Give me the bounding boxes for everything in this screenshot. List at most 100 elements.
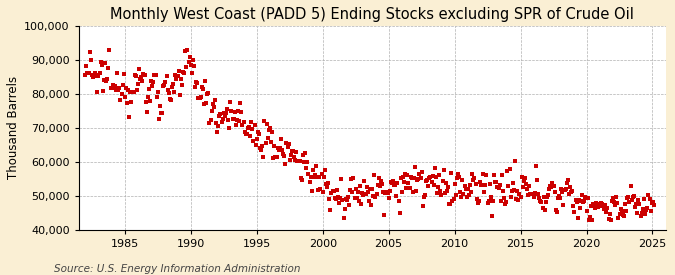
- Point: [455, 190, 466, 195]
- Point: [244, 125, 254, 129]
- Point: [368, 194, 379, 199]
- Point: [399, 180, 410, 184]
- Point: [470, 182, 481, 186]
- Point: [161, 73, 172, 78]
- Point: [310, 164, 321, 168]
- Point: [144, 87, 155, 91]
- Point: [492, 185, 503, 189]
- Point: [228, 117, 239, 121]
- Point: [590, 206, 601, 210]
- Point: [218, 111, 229, 116]
- Point: [406, 176, 417, 180]
- Point: [298, 153, 308, 157]
- Point: [544, 187, 555, 191]
- Point: [559, 188, 570, 192]
- Point: [452, 171, 463, 176]
- Point: [467, 172, 478, 176]
- Point: [156, 111, 167, 115]
- Point: [396, 176, 406, 180]
- Point: [558, 202, 569, 207]
- Point: [506, 189, 517, 193]
- Point: [184, 54, 195, 59]
- Point: [275, 137, 286, 141]
- Point: [183, 60, 194, 64]
- Point: [576, 193, 587, 197]
- Point: [633, 198, 644, 202]
- Point: [267, 130, 277, 134]
- Point: [88, 75, 99, 79]
- Point: [111, 88, 122, 92]
- Point: [237, 123, 248, 127]
- Point: [177, 83, 188, 87]
- Point: [626, 197, 637, 202]
- Point: [162, 88, 173, 92]
- Point: [585, 204, 596, 208]
- Point: [173, 68, 184, 73]
- Point: [209, 98, 220, 103]
- Point: [107, 83, 118, 87]
- Point: [266, 139, 277, 144]
- Point: [295, 176, 306, 180]
- Point: [130, 73, 140, 77]
- Point: [306, 189, 317, 193]
- Point: [482, 200, 493, 205]
- Point: [263, 128, 274, 132]
- Point: [391, 194, 402, 199]
- Point: [571, 200, 582, 205]
- Point: [114, 85, 125, 90]
- Point: [333, 201, 344, 205]
- Point: [321, 182, 331, 186]
- Point: [488, 199, 499, 204]
- Point: [481, 172, 492, 177]
- Point: [165, 97, 176, 101]
- Point: [354, 183, 365, 188]
- Point: [412, 178, 423, 182]
- Point: [207, 101, 218, 106]
- Point: [350, 186, 361, 191]
- Point: [182, 48, 193, 52]
- Point: [288, 149, 298, 153]
- Point: [135, 77, 146, 82]
- Point: [83, 70, 94, 75]
- Point: [269, 143, 279, 148]
- Point: [364, 187, 375, 191]
- Point: [235, 101, 246, 105]
- Point: [97, 63, 107, 67]
- Point: [491, 180, 502, 184]
- Point: [597, 202, 608, 206]
- Point: [81, 64, 92, 68]
- Point: [254, 146, 265, 150]
- Point: [479, 190, 489, 194]
- Point: [574, 205, 585, 210]
- Point: [483, 199, 494, 203]
- Point: [344, 203, 354, 207]
- Point: [566, 190, 576, 195]
- Point: [245, 134, 256, 139]
- Point: [502, 169, 513, 174]
- Point: [200, 79, 211, 83]
- Point: [121, 86, 132, 90]
- Point: [533, 192, 543, 196]
- Point: [117, 83, 128, 88]
- Point: [247, 126, 258, 131]
- Point: [357, 191, 368, 195]
- Point: [194, 96, 205, 100]
- Point: [621, 209, 632, 213]
- Point: [437, 179, 448, 183]
- Point: [163, 90, 174, 95]
- Point: [464, 193, 475, 197]
- Point: [644, 197, 655, 201]
- Point: [153, 89, 163, 94]
- Point: [534, 195, 545, 200]
- Point: [639, 197, 649, 201]
- Point: [122, 101, 132, 105]
- Point: [452, 176, 462, 180]
- Point: [645, 209, 656, 213]
- Point: [569, 210, 580, 214]
- Point: [239, 130, 250, 134]
- Point: [336, 177, 347, 182]
- Point: [520, 176, 531, 180]
- Point: [614, 212, 625, 216]
- Point: [168, 82, 179, 87]
- Point: [313, 188, 324, 192]
